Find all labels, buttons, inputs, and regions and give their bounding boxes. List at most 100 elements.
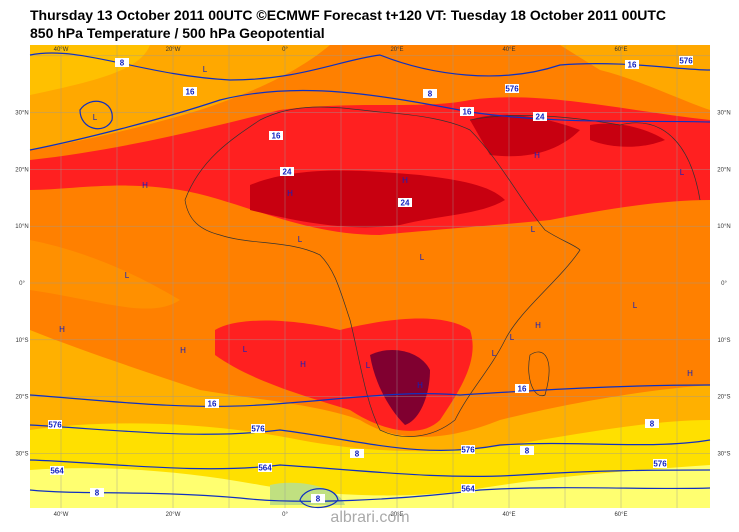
contour-label: 576 (679, 57, 693, 66)
contour-label-box (625, 60, 639, 69)
contour-label: 8 (525, 447, 530, 456)
contour-label: 16 (628, 61, 637, 70)
pressure-center: H (287, 189, 293, 198)
lat-label-right: 30°N (717, 111, 730, 117)
pressure-center: L (366, 361, 371, 370)
contour-label: 24 (401, 199, 410, 208)
watermark: albrari.com (330, 509, 409, 526)
contour-label: 564 (258, 464, 272, 473)
pressure-center: L (125, 271, 130, 280)
contour-label-box (533, 112, 547, 121)
lon-label-bottom: 40°W (54, 512, 69, 518)
contour-label: 8 (120, 59, 125, 68)
lat-label-left: 20°N (15, 167, 28, 173)
contour-label-box (269, 131, 283, 140)
lat-label-right: 20°N (717, 167, 730, 173)
contour-label-box (653, 459, 667, 468)
lon-label-top: 60°E (614, 47, 627, 53)
contour-label-box (311, 494, 325, 503)
title: Thursday 13 October 2011 00UTC ©ECMWF Fo… (30, 7, 666, 23)
contour-label: 576 (461, 446, 475, 455)
contour-label-box (350, 449, 364, 458)
contour-label: 8 (428, 90, 433, 99)
pressure-center: H (59, 325, 65, 334)
contour-label-box (48, 420, 62, 429)
pressure-center: H (535, 321, 541, 330)
contour-label-box (280, 167, 294, 176)
pressure-center: L (531, 225, 536, 234)
subtitle: 850 hPa Temperature / 500 hPa Geopotenti… (30, 25, 325, 41)
contour-label-box (515, 384, 529, 393)
contour-label-box (461, 484, 475, 493)
pressure-center: L (243, 345, 248, 354)
lon-label-top: 40°W (54, 47, 69, 53)
lon-label-bottom: 60°E (614, 512, 627, 518)
lon-label-top: 0° (282, 47, 288, 53)
map-field (30, 45, 710, 508)
contour-label: 8 (316, 495, 321, 504)
lat-label-left: 20°S (15, 395, 28, 401)
pressure-center: H (417, 381, 423, 390)
contour-label: 16 (208, 400, 217, 409)
pressure-center: L (93, 113, 98, 122)
lat-label-right: 10°S (717, 338, 730, 344)
lon-label-bottom: 20°W (166, 512, 181, 518)
contour-label: 576 (653, 460, 667, 469)
contour-label-box (460, 107, 474, 116)
contour-label-box (679, 56, 693, 65)
pressure-center: L (510, 333, 515, 342)
contour-label-box (461, 445, 475, 454)
lon-label-bottom: 0° (282, 512, 288, 518)
contour-label-box (90, 488, 104, 497)
lat-label-left: 30°N (15, 111, 28, 117)
lat-label-right: 20°S (717, 395, 730, 401)
contour-label-box (258, 463, 272, 472)
pressure-center: H (180, 346, 186, 355)
lon-label-bottom: 20°E (390, 512, 403, 518)
lat-label-left: 10°N (15, 224, 28, 230)
pressure-center: H (142, 181, 148, 190)
lat-label-left: 10°S (15, 338, 28, 344)
pressure-center: L (203, 65, 208, 74)
contour-label: 16 (518, 385, 527, 394)
lat-label-right: 10°N (717, 224, 730, 230)
contour-label-box (205, 399, 219, 408)
contour-label: 24 (283, 168, 292, 177)
contour-label: 576 (251, 425, 265, 434)
lat-label-right: 0° (721, 281, 727, 287)
contour-label: 8 (95, 489, 100, 498)
pressure-center: L (680, 168, 685, 177)
contour-label: 16 (272, 132, 281, 141)
pressure-center: L (298, 235, 303, 244)
pressure-center: H (534, 151, 540, 160)
pressure-center: L (420, 253, 425, 262)
contour-label: 564 (461, 485, 475, 494)
contour-label-box (505, 84, 519, 93)
contour-label: 576 (48, 421, 62, 430)
lon-label-top: 40°E (502, 47, 515, 53)
contour-label: 8 (650, 420, 655, 429)
contour-label: 16 (463, 108, 472, 117)
lon-label-top: 20°E (390, 47, 403, 53)
contour-label-box (115, 58, 129, 67)
lat-label-left: 30°S (15, 451, 28, 457)
contour-label-box (520, 446, 534, 455)
contour-label-box (645, 419, 659, 428)
pressure-center: L (633, 301, 638, 310)
contour-label-box (50, 466, 64, 475)
contour-label: 24 (536, 113, 545, 122)
contour-label-box (183, 87, 197, 96)
contour-label-box (423, 89, 437, 98)
geopotential-contours (29, 52, 711, 509)
lon-label-top: 20°W (166, 47, 181, 53)
pressure-center: H (687, 369, 693, 378)
contour-label: 564 (50, 467, 64, 476)
pressure-center: H (300, 360, 306, 369)
contour-label: 576 (505, 85, 519, 94)
pressure-center: L (492, 349, 497, 358)
coastline (184, 106, 701, 437)
contour-label-box (398, 198, 412, 207)
grid (30, 45, 710, 508)
pressure-center: H (402, 176, 408, 185)
